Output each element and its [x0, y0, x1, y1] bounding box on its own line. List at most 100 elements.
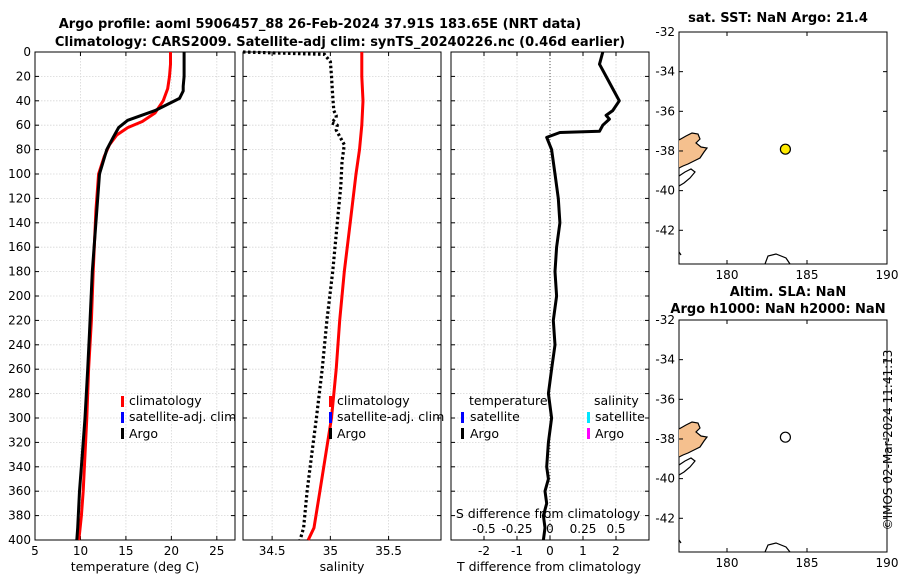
sla-map-coastline — [678, 421, 791, 553]
depth-axis: 0 20 40 60 80 100 120 140 160 180 200 220 240 260 280 3… — [8, 45, 31, 547]
x-tick-label: 15 — [118, 544, 133, 558]
map-y-tick-label: -32 — [655, 25, 675, 39]
map-y-tick-label: -40 — [655, 184, 675, 198]
series-argo — [242, 50, 346, 541]
coastline-outline — [678, 421, 709, 458]
map-y-tick-label: -36 — [655, 104, 675, 118]
x-tick-label: 1 — [579, 544, 587, 558]
land-polygon — [679, 133, 707, 168]
series-argo — [75, 52, 186, 541]
legend-swatch-argo — [329, 428, 332, 439]
x-tick-label: -1 — [511, 544, 523, 558]
sst-map-panel: sat. SST: NaN Argo: 21.4 180 185 190 -32 -34… — [655, 11, 898, 282]
depth-tick-label: 120 — [8, 191, 31, 205]
depth-tick-label: 20 — [16, 69, 31, 83]
temperature-xlabel: temperature (deg C) — [71, 559, 200, 574]
depth-tick-label: 100 — [8, 167, 31, 181]
x-tick-label: 20 — [164, 544, 179, 558]
map-x-tick-label: 180 — [716, 268, 739, 282]
legend-t-argo: Argo — [470, 426, 499, 441]
x-tick-label: 10 — [73, 544, 88, 558]
depth-tick-label: 40 — [16, 94, 31, 108]
legend-argo: Argo — [337, 426, 366, 441]
sla-map-title-1: Altim. SLA: NaN — [730, 285, 846, 300]
title-line-2: Climatology: CARS2009. Satellite-adj cli… — [55, 35, 625, 50]
sst-map-coastline — [678, 132, 791, 265]
islet-outline — [678, 251, 682, 256]
depth-tick-label: 400 — [8, 533, 31, 547]
legend-climatology: climatology — [337, 393, 410, 408]
map-y-tick-label: -34 — [655, 65, 675, 79]
top-tick-label: 0.25 — [570, 522, 597, 536]
legend-temperature-heading: temperature — [469, 393, 548, 408]
depth-tick-label: 60 — [16, 118, 31, 132]
land-polygon — [679, 422, 707, 457]
argo-position-marker — [779, 143, 792, 155]
depth-tick-label: 320 — [8, 435, 31, 449]
x-tick-label: -2 — [478, 544, 490, 558]
legend-s-argo: Argo — [595, 426, 624, 441]
title-line-1: Argo profile: aoml 5906457_88 26-Feb-202… — [59, 17, 581, 32]
depth-tick-label: 180 — [8, 265, 31, 279]
map-x-tick-label: 185 — [796, 268, 819, 282]
map-x-tick-label: 185 — [796, 556, 819, 570]
coastline-outline-2 — [678, 457, 696, 476]
temperature-panel: 5 10 15 20 25 temperature (deg C) climatolog… — [31, 51, 236, 574]
legend-satellite-adj: satellite-adj. clim — [337, 409, 444, 424]
map-y-tick-label: -42 — [655, 223, 675, 237]
depth-tick-label: 240 — [8, 338, 31, 352]
map-y-tick-label: -42 — [655, 511, 675, 525]
difference-xlabel: T difference from climatology — [456, 559, 642, 574]
depth-tick-label: 160 — [8, 240, 31, 254]
depth-tick-label: 0 — [23, 45, 31, 59]
depth-tick-label: 140 — [8, 216, 31, 230]
legend-swatch-argo — [121, 428, 124, 439]
legend-argo: Argo — [129, 426, 158, 441]
difference-legend: temperature satellite Argo salinity sate… — [461, 393, 645, 441]
map-y-tick-label: -38 — [655, 144, 675, 158]
x-tick-label: 25 — [209, 544, 224, 558]
x-tick-label: 35 — [323, 544, 338, 558]
depth-tick-label: 200 — [8, 289, 31, 303]
island-outline — [764, 253, 791, 265]
legend-swatch-climatology — [121, 396, 124, 407]
island-outline — [764, 542, 791, 553]
imos-timestamp: ©IMOS 02-Mar-2024 11:41:13 — [881, 350, 895, 531]
top-tick-label: -0.25 — [501, 522, 532, 536]
map-y-tick-label: -36 — [655, 392, 675, 406]
temperature-legend: climatology satellite-adj. clim Argo — [121, 393, 236, 441]
map-y-tick-label: -34 — [655, 353, 675, 367]
map-y-tick-label: -40 — [655, 472, 675, 486]
sst-map-title: sat. SST: NaN Argo: 21.4 — [688, 11, 868, 26]
legend-climatology: climatology — [129, 393, 202, 408]
depth-tick-label: 220 — [8, 313, 31, 327]
depth-tick-label: 260 — [8, 362, 31, 376]
salinity-panel: 34.5 35 35.5 salinity climatology satellit… — [242, 50, 444, 574]
map-x-tick-label: 190 — [876, 268, 899, 282]
x-tick-label: 34.5 — [259, 544, 286, 558]
legend-swatch-t-argo — [461, 428, 464, 439]
depth-tick-label: 360 — [8, 484, 31, 498]
legend-swatch-satellite — [121, 412, 124, 423]
x-tick-label: 2 — [612, 544, 620, 558]
legend-swatch-t-satellite — [461, 412, 464, 423]
legend-salinity-heading: salinity — [594, 393, 639, 408]
legend-swatch-s-satellite — [587, 412, 590, 423]
difference-panel: -2 -1 0 1 2 T difference from climatology S … — [450, 51, 650, 574]
legend-swatch-s-argo — [587, 428, 590, 439]
depth-tick-label: 280 — [8, 387, 31, 401]
top-tick-label: 0 — [546, 522, 554, 536]
legend-swatch-climatology — [329, 396, 332, 407]
depth-tick-label: 80 — [16, 143, 31, 157]
salinity-xlabel: salinity — [320, 559, 365, 574]
map-y-tick-label: -32 — [655, 313, 675, 327]
map-x-tick-label: 190 — [876, 556, 899, 570]
sla-map-panel: Altim. SLA: NaN Argo h1000: NaN h2000: N… — [655, 285, 898, 570]
depth-tick-label: 380 — [8, 509, 31, 523]
sla-map-title-2: Argo h1000: NaN h2000: NaN — [670, 302, 885, 317]
map-x-tick-label: 180 — [716, 556, 739, 570]
argo-position-marker — [779, 431, 792, 443]
legend-t-satellite: satellite — [470, 409, 520, 424]
x-tick-label: 0 — [546, 544, 554, 558]
